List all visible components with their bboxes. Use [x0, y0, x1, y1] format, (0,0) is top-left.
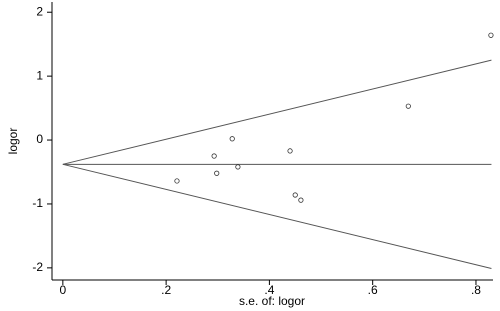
funnel-line	[62, 163, 492, 269]
point	[211, 153, 217, 159]
point	[174, 178, 180, 184]
y-tick-label: -1	[32, 196, 43, 210]
funnel-line	[62, 59, 492, 165]
x-tick-label: .2	[161, 283, 171, 297]
point	[287, 148, 293, 154]
x-axis-title: s.e. of: logor	[239, 294, 305, 308]
point	[292, 192, 298, 198]
point	[298, 197, 304, 203]
x-tick-label: .6	[368, 283, 378, 297]
y-tick-label: 1	[36, 68, 43, 82]
x-tick-label: .8	[471, 283, 481, 297]
x-tick-label: .4	[264, 283, 274, 297]
y-axis-title: logor	[6, 128, 20, 155]
y-tick-label: 0	[36, 132, 43, 146]
point	[405, 103, 411, 109]
point	[235, 164, 241, 170]
point	[488, 32, 494, 38]
y-tick-label: 2	[36, 4, 43, 18]
point	[229, 136, 235, 142]
point	[214, 170, 220, 176]
x-tick-label: 0	[60, 283, 67, 297]
y-tick-label: -2	[32, 260, 43, 274]
